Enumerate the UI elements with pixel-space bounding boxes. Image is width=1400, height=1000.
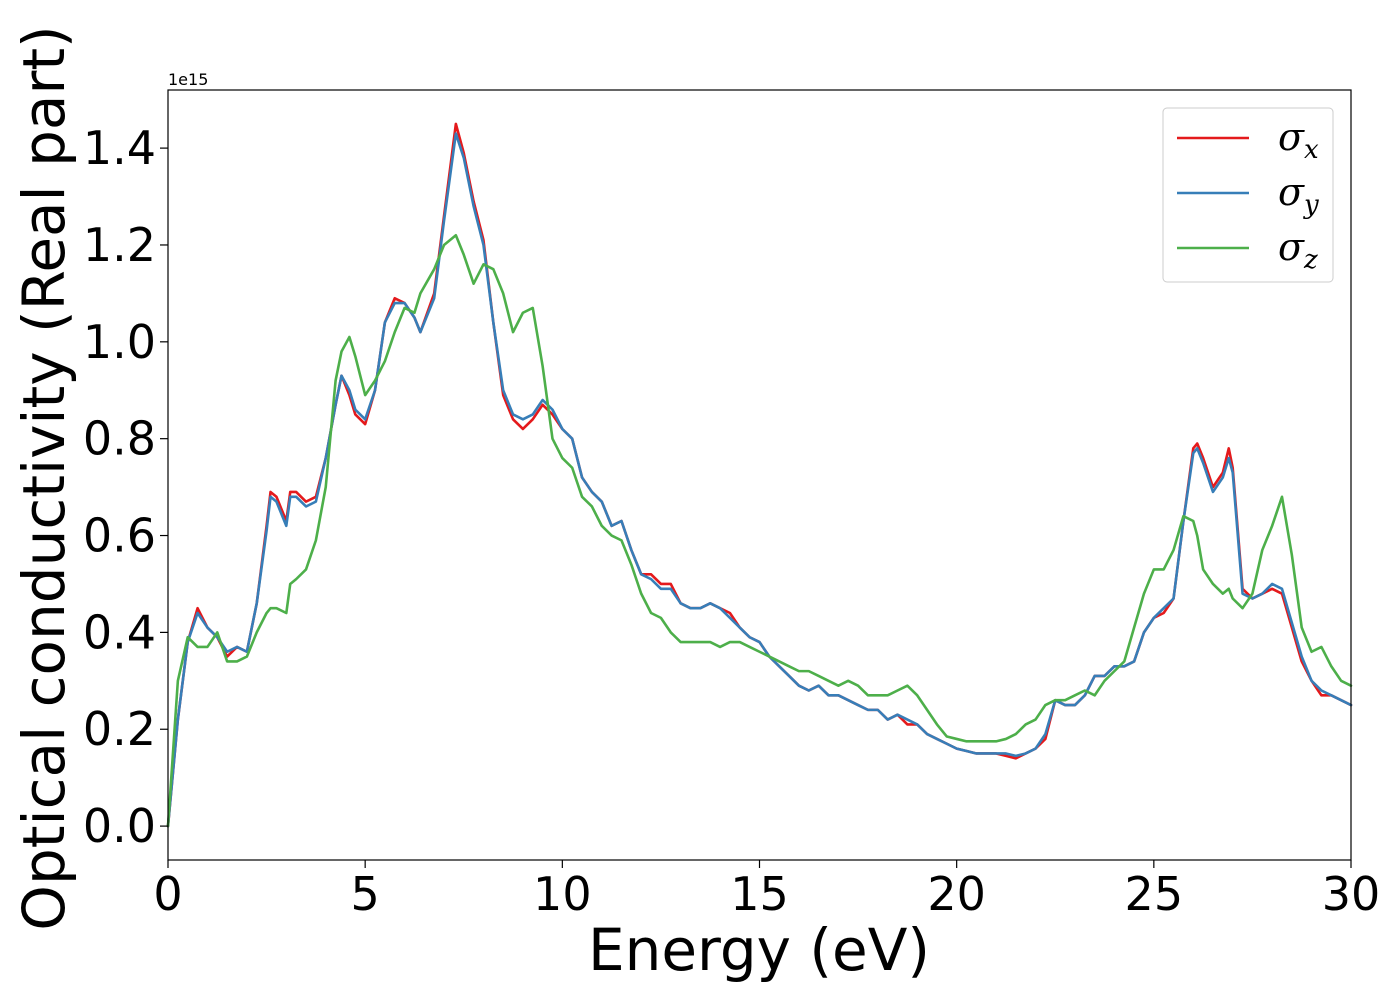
x-tick-label: 15 [730, 867, 789, 921]
x-tick-label: 30 [1322, 867, 1381, 921]
y-tick-label: 0.0 [83, 799, 156, 853]
y-tick-label: 1.0 [83, 315, 156, 369]
legend-box [1162, 107, 1334, 283]
y-tick-label: 0.6 [83, 509, 156, 563]
series-line-z [166, 233, 1353, 828]
x-tick-label: 20 [927, 867, 986, 921]
y-axis-ticks: 0.0 0.2 0.4 0.6 0.8 1.0 1.2 1.4 [83, 121, 168, 853]
x-tick-label: 0 [153, 867, 182, 921]
x-tick-label: 25 [1125, 867, 1184, 921]
y-tick-label: 1.4 [83, 121, 156, 175]
y-tick-label: 1.2 [83, 218, 156, 272]
series-line-y [166, 132, 1353, 828]
y-tick-label: 0.4 [83, 605, 156, 659]
y-offset-label: 1e15 [168, 70, 208, 89]
x-axis-title: Energy (eV) [588, 916, 930, 984]
x-tick-label: 5 [351, 867, 380, 921]
y-axis-title: Optical conductivity (Real part) [10, 25, 78, 930]
y-tick-label: 0.2 [83, 702, 156, 756]
x-tick-label: 10 [533, 867, 592, 921]
series-layer [166, 122, 1353, 828]
y-tick-label: 0.8 [83, 412, 156, 466]
x-axis-ticks: 0 5 10 15 20 25 30 [153, 860, 1380, 921]
